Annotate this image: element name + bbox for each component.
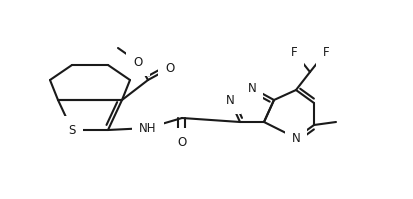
Text: N: N xyxy=(291,132,300,144)
Text: NH: NH xyxy=(139,122,157,135)
Text: N: N xyxy=(225,94,234,106)
Text: N: N xyxy=(247,82,256,95)
Text: O: O xyxy=(177,136,186,148)
Text: S: S xyxy=(68,124,76,137)
Text: F: F xyxy=(322,46,328,59)
Text: F: F xyxy=(290,46,297,59)
Text: O: O xyxy=(165,61,174,74)
Text: O: O xyxy=(133,56,142,68)
